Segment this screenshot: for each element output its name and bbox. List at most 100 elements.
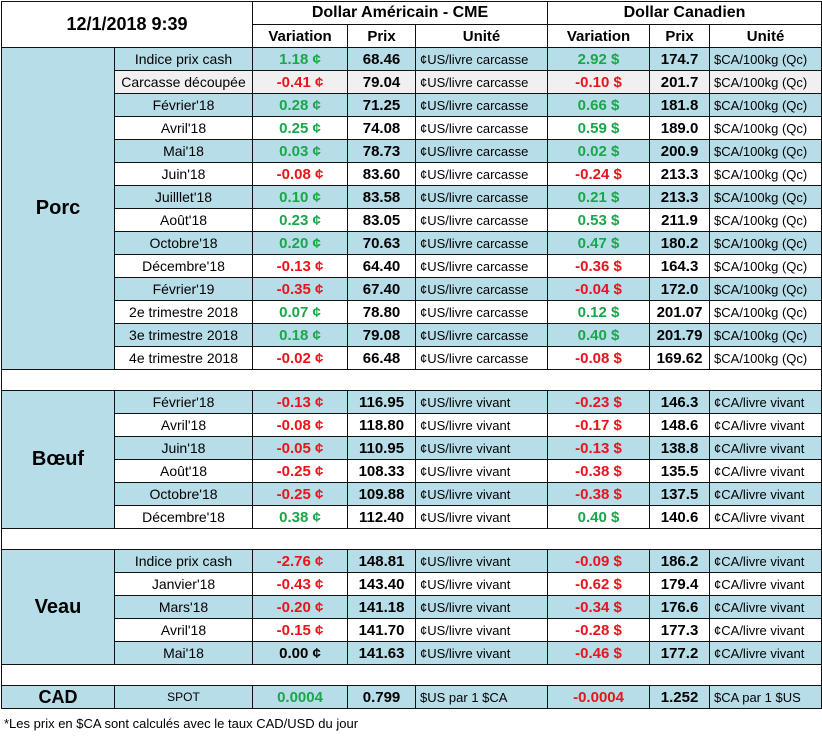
section-spacer: [0, 528, 822, 550]
cad-cad-variation: -0.0004: [547, 685, 651, 709]
cad-prix: 201.79: [649, 323, 711, 347]
usd-unit: ¢US/livre carcasse: [415, 116, 549, 140]
cad-prix: 180.2: [649, 231, 711, 255]
contract-label: Août'18: [113, 459, 254, 483]
cad-prix-header: Prix: [649, 24, 711, 48]
usd-variation: -0.35 ¢: [252, 277, 349, 301]
contract-label: 2e trimestre 2018: [113, 300, 254, 324]
cad-prix: 140.6: [649, 505, 711, 529]
usd-unit: ¢US/livre vivant: [415, 459, 549, 483]
cad-variation: -0.38 $: [547, 482, 651, 506]
cad-usd-prix: 0.799: [347, 685, 417, 709]
usd-variation: -0.13 ¢: [252, 390, 349, 414]
contract-label: Mars'18: [113, 595, 254, 619]
contract-label: Avril'18: [113, 116, 254, 140]
cad-prix: 164.3: [649, 254, 711, 278]
table-row: Mai'18 0.00 ¢ 141.63 ¢US/livre vivant -0.46 …: [2, 641, 822, 665]
cad-prix: 135.5: [649, 459, 711, 483]
cad-variation: -0.34 $: [547, 595, 651, 619]
cad-prix: 169.62: [649, 346, 711, 370]
porc-category-label: Porc: [1, 47, 115, 370]
usd-prix: 118.80: [347, 413, 417, 437]
contract-label: Février'18: [113, 93, 254, 117]
usd-prix: 148.81: [347, 549, 417, 573]
cad-prix: 172.0: [649, 277, 711, 301]
cad-unit: $CA/100kg (Qc): [709, 116, 822, 140]
usd-unit: ¢US/livre vivant: [415, 618, 549, 642]
usd-variation: 0.25 ¢: [252, 116, 349, 140]
usd-unit: ¢US/livre carcasse: [415, 162, 549, 186]
cad-unit: $CA/100kg (Qc): [709, 162, 822, 186]
cad-variation: 0.40 $: [547, 505, 651, 529]
usd-prix: 112.40: [347, 505, 417, 529]
cad-variation: -0.23 $: [547, 390, 651, 414]
table-row: Janvier'18 -0.43 ¢ 143.40 ¢US/livre vivant -…: [2, 572, 822, 596]
cad-prix: 201.07: [649, 300, 711, 324]
usd-variation: -0.05 ¢: [252, 436, 349, 460]
contract-label: Décembre'18: [113, 254, 254, 278]
table-row: Août'18 -0.25 ¢ 108.33 ¢US/livre vivant -0.3…: [2, 459, 822, 483]
contract-label: Juin'18: [113, 436, 254, 460]
table-row: 2e trimestre 2018 0.07 ¢ 78.80 ¢US/livre ca…: [2, 300, 822, 324]
contract-label: Mai'18: [113, 641, 254, 665]
usd-prix: 83.58: [347, 185, 417, 209]
spacer-cell: [0, 369, 822, 391]
usd-unit: ¢US/livre carcasse: [415, 323, 549, 347]
contract-label: 3e trimestre 2018: [113, 323, 254, 347]
spacer-cell: [0, 528, 822, 550]
cad-unit: $CA/100kg (Qc): [709, 300, 822, 324]
table-row: Décembre'18 0.38 ¢ 112.40 ¢US/livre vivant 0…: [2, 505, 822, 529]
table-row: Décembre'18 -0.13 ¢ 64.40 ¢US/livre carcass…: [2, 254, 822, 278]
cad-prix: 179.4: [649, 572, 711, 596]
usd-variation: -0.25 ¢: [252, 482, 349, 506]
usd-prix: 83.05: [347, 208, 417, 232]
usd-prix: 79.08: [347, 323, 417, 347]
veau-category-label: Veau: [1, 549, 115, 665]
usd-prix: 71.25: [347, 93, 417, 117]
price-table: 12/1/2018 9:39 Dollar Américain - CME Do…: [0, 1, 822, 709]
table-row: Octobre'18 0.20 ¢ 70.63 ¢US/livre carcasse 0…: [2, 231, 822, 255]
usd-variation-header: Variation: [252, 24, 349, 48]
cad-variation: 0.02 $: [547, 139, 651, 163]
usd-variation: 0.20 ¢: [252, 231, 349, 255]
cad-unit: ¢CA/livre vivant: [709, 505, 822, 529]
table-row: Avril'18 -0.15 ¢ 141.70 ¢US/livre vivant -0.…: [2, 618, 822, 642]
usd-variation: 0.28 ¢: [252, 93, 349, 117]
cad-prix: 213.3: [649, 162, 711, 186]
table-row: Février'19 -0.35 ¢ 67.40 ¢US/livre carcasse…: [2, 277, 822, 301]
usd-unit: ¢US/livre carcasse: [415, 93, 549, 117]
usd-prix: 116.95: [347, 390, 417, 414]
table-row: 4e trimestre 2018 -0.02 ¢ 66.48 ¢US/livre c…: [2, 346, 822, 370]
contract-label: Février'19: [113, 277, 254, 301]
contract-label: Août'18: [113, 208, 254, 232]
table-row: Avril'18 -0.08 ¢ 118.80 ¢US/livre vivant -0.…: [2, 413, 822, 437]
usd-prix: 78.80: [347, 300, 417, 324]
usd-unit: ¢US/livre vivant: [415, 595, 549, 619]
cad-variation: 0.21 $: [547, 185, 651, 209]
usd-unit: ¢US/livre vivant: [415, 413, 549, 437]
cad-prix: 177.3: [649, 618, 711, 642]
cad-variation: -0.62 $: [547, 572, 651, 596]
usd-variation: -0.15 ¢: [252, 618, 349, 642]
cad-unit: $CA/100kg (Qc): [709, 346, 822, 370]
table-row: Juilllet'18 0.10 ¢ 83.58 ¢US/livre carcasse…: [2, 185, 822, 209]
usd-variation: -0.02 ¢: [252, 346, 349, 370]
cad-unit: $CA/100kg (Qc): [709, 323, 822, 347]
contract-label: Février'18: [113, 390, 254, 414]
contract-label: Avril'18: [113, 618, 254, 642]
cad-prix: 176.6: [649, 595, 711, 619]
cad-variation: -0.10 $: [547, 70, 651, 94]
table-row: Juin'18 -0.05 ¢ 110.95 ¢US/livre vivant -0.1…: [2, 436, 822, 460]
usd-prix: 109.88: [347, 482, 417, 506]
usd-prix: 64.40: [347, 254, 417, 278]
usd-prix: 70.63: [347, 231, 417, 255]
cad-prix: 148.6: [649, 413, 711, 437]
contract-label: Juilllet'18: [113, 185, 254, 209]
cad-variation: 0.59 $: [547, 116, 651, 140]
table-row: Mars'18 -0.20 ¢ 141.18 ¢US/livre vivant -0.3…: [2, 595, 822, 619]
usd-prix: 74.08: [347, 116, 417, 140]
cad-variation: 0.53 $: [547, 208, 651, 232]
cad-variation: -0.24 $: [547, 162, 651, 186]
cad-unit: $CA/100kg (Qc): [709, 254, 822, 278]
cad-variation: 0.47 $: [547, 231, 651, 255]
